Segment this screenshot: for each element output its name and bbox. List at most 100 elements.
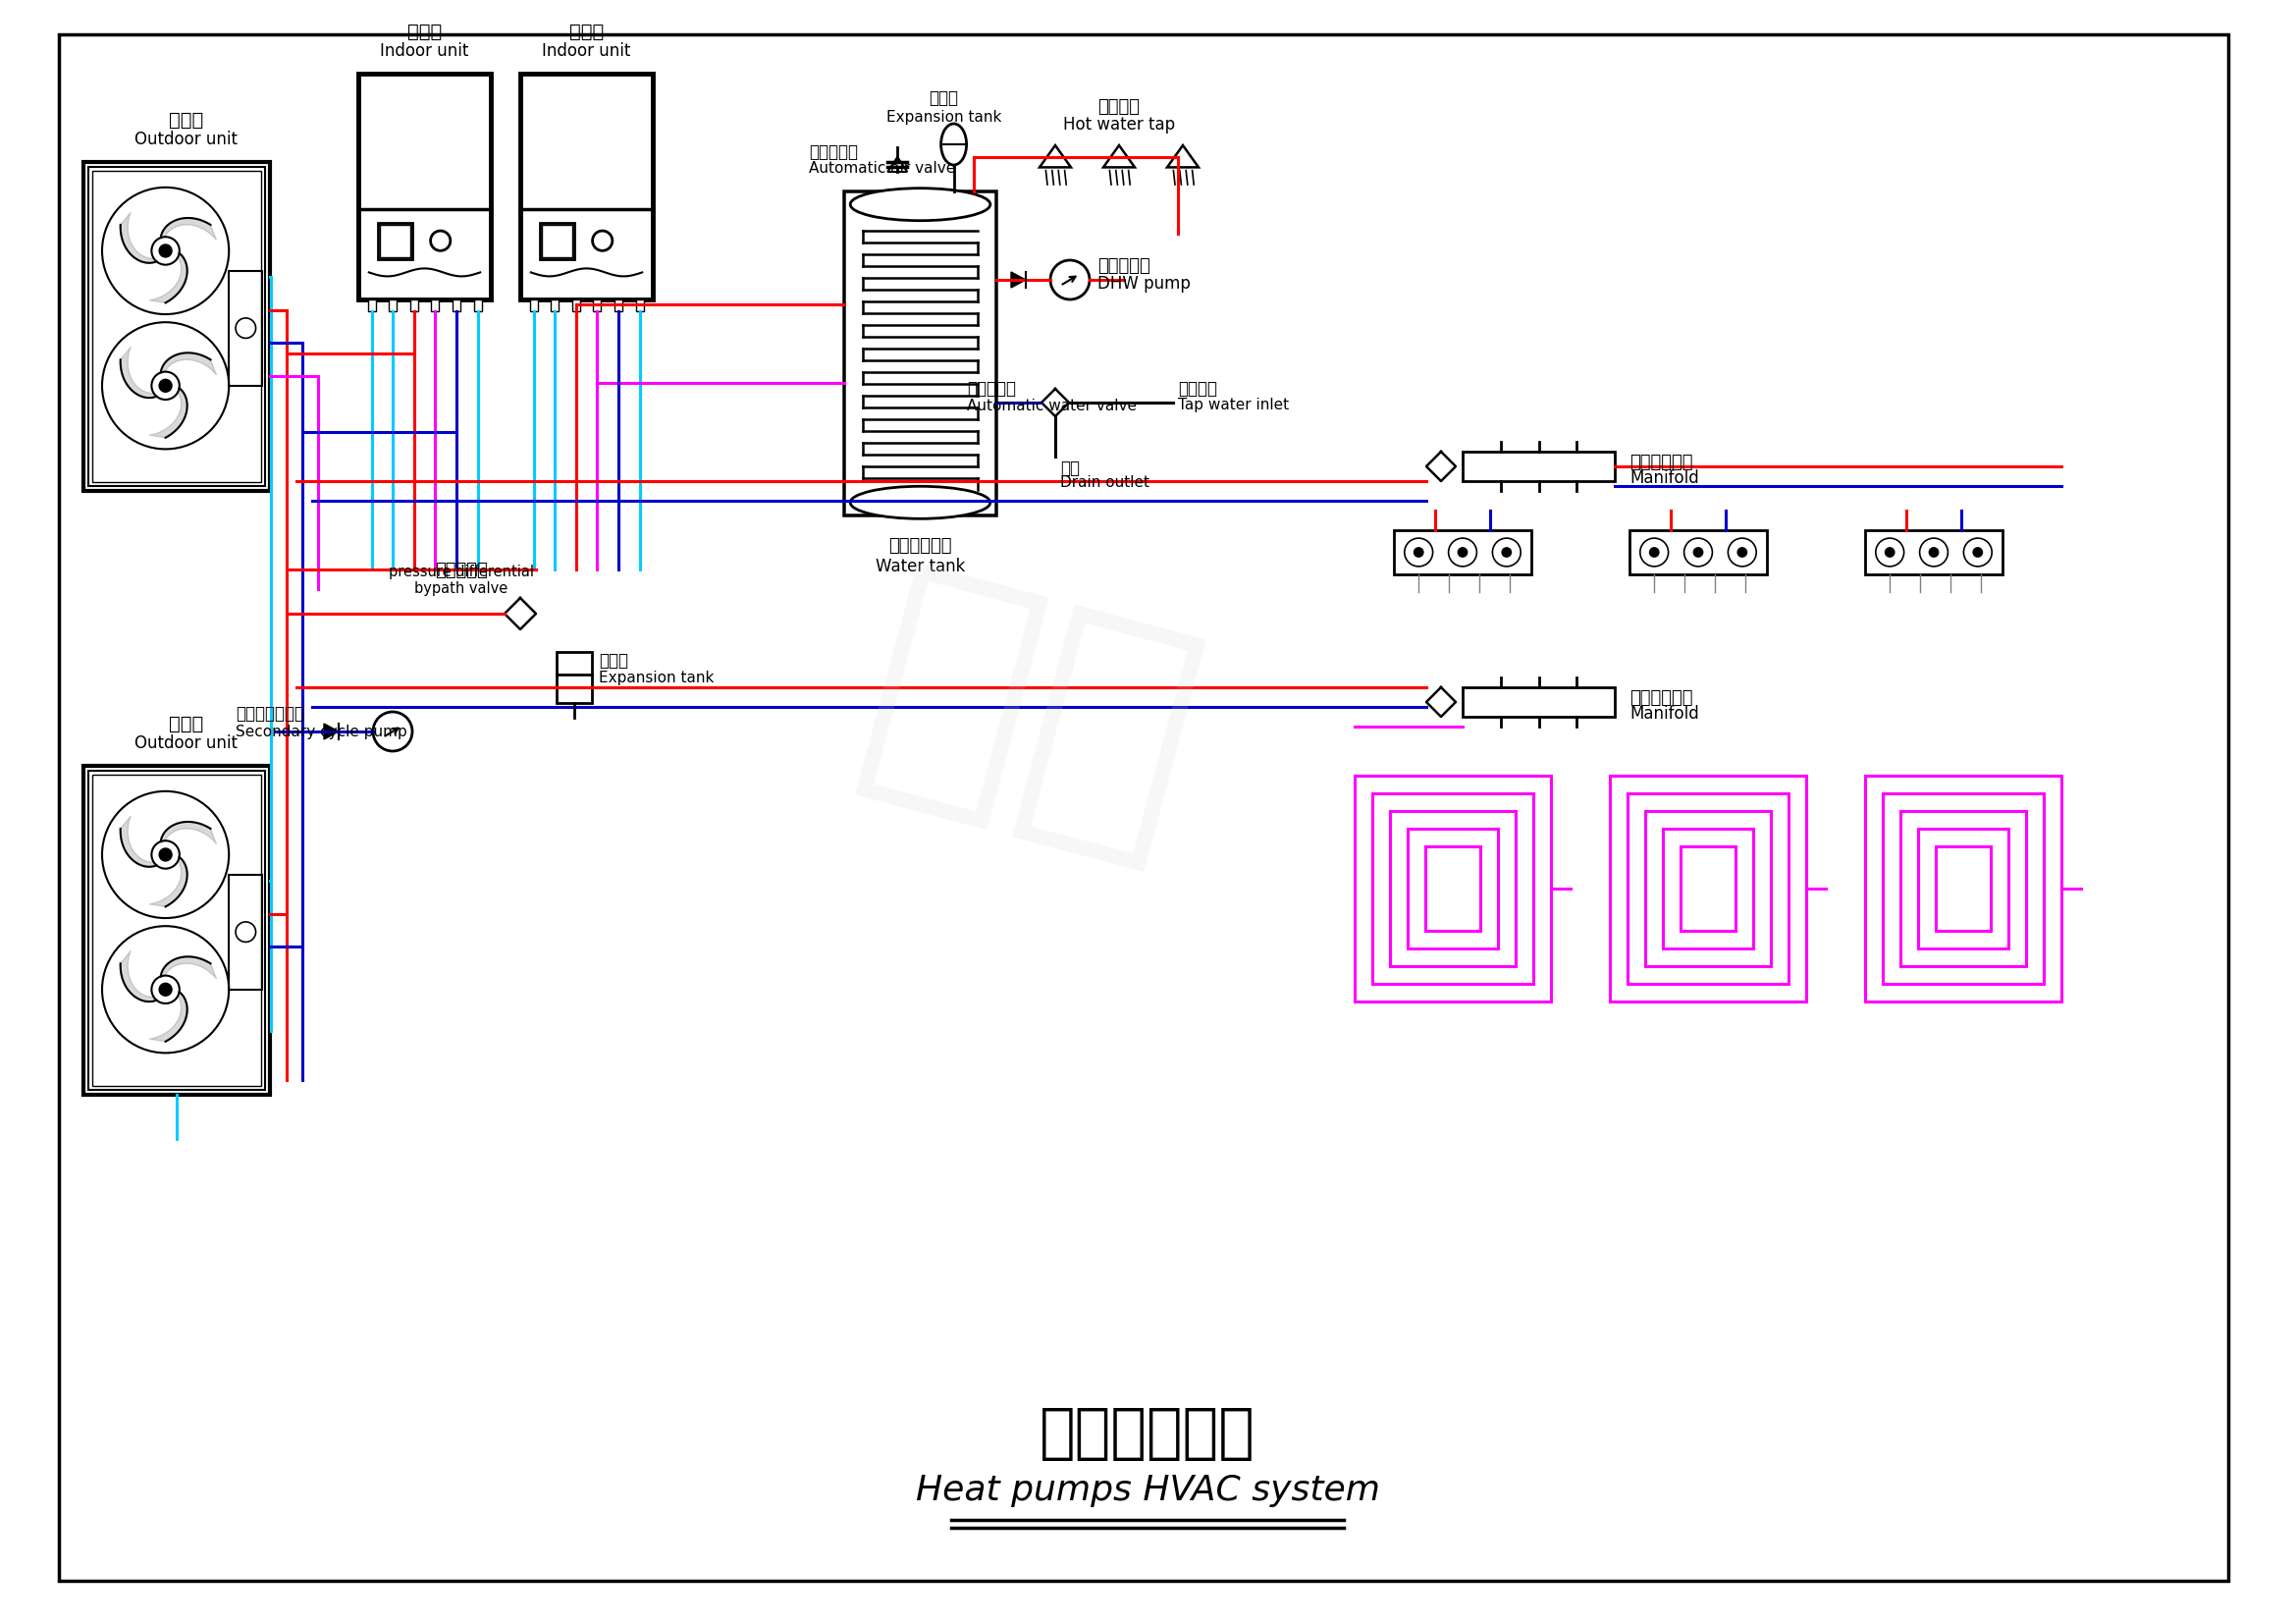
Bar xyxy=(1389,812,1515,966)
Bar xyxy=(1662,829,1754,948)
Text: 自来水进: 自来水进 xyxy=(1178,380,1217,398)
Bar xyxy=(572,300,581,312)
Bar xyxy=(1630,531,1768,575)
Circle shape xyxy=(158,984,172,997)
Text: 地暖集分水器: 地暖集分水器 xyxy=(1630,690,1692,708)
Text: 排水: 排水 xyxy=(1061,459,1079,477)
Text: 自动换气阀: 自动换气阀 xyxy=(808,143,859,161)
Text: Water tank: Water tank xyxy=(875,558,964,576)
Text: Indoor unit: Indoor unit xyxy=(542,42,631,60)
Text: 压差旁通鄀: 压差旁通鄀 xyxy=(434,562,487,579)
Circle shape xyxy=(158,849,172,860)
Polygon shape xyxy=(324,724,338,740)
Bar xyxy=(530,300,537,312)
Polygon shape xyxy=(161,352,216,375)
Bar xyxy=(1394,531,1531,575)
Bar xyxy=(636,300,643,312)
Text: Outdoor unit: Outdoor unit xyxy=(135,130,236,148)
Bar xyxy=(540,222,574,258)
Bar xyxy=(411,300,418,312)
Circle shape xyxy=(1972,547,1984,558)
Bar xyxy=(473,300,482,312)
Polygon shape xyxy=(119,347,156,398)
Polygon shape xyxy=(149,992,188,1042)
Text: Hot water tap: Hot water tap xyxy=(1063,115,1176,133)
Bar xyxy=(1463,451,1614,480)
Bar xyxy=(87,771,264,1091)
Text: 室外机: 室外机 xyxy=(168,110,204,130)
Bar xyxy=(83,766,271,1096)
Bar xyxy=(230,875,262,990)
Text: 室内机: 室内机 xyxy=(406,23,441,41)
Polygon shape xyxy=(119,213,156,263)
Polygon shape xyxy=(149,388,188,438)
Polygon shape xyxy=(119,816,156,867)
Text: 室内机: 室内机 xyxy=(569,23,604,41)
Bar xyxy=(1646,812,1770,966)
Text: 生活热水泵: 生活热水泵 xyxy=(1097,256,1150,274)
Circle shape xyxy=(1929,547,1940,558)
Bar xyxy=(83,162,271,490)
Text: Expansion tank: Expansion tank xyxy=(599,670,714,685)
Text: 源壹: 源壹 xyxy=(838,547,1224,888)
Bar xyxy=(615,300,622,312)
Bar xyxy=(1355,776,1552,1001)
Text: 生活热水水筱: 生活热水水筱 xyxy=(889,537,953,555)
Bar xyxy=(1463,687,1614,717)
Text: Heat pumps HVAC system: Heat pumps HVAC system xyxy=(916,1474,1380,1508)
Bar xyxy=(230,271,262,386)
Text: 双热泵系统图: 双热泵系统图 xyxy=(1040,1404,1256,1462)
Text: Automatic air valve: Automatic air valve xyxy=(808,161,955,175)
Text: 空调集分水器: 空调集分水器 xyxy=(1630,453,1692,471)
Text: Outdoor unit: Outdoor unit xyxy=(135,735,236,751)
Bar xyxy=(432,300,439,312)
Bar xyxy=(542,224,572,256)
Text: 热水龙头: 热水龙头 xyxy=(1097,97,1141,115)
Polygon shape xyxy=(149,857,188,907)
Bar xyxy=(1609,776,1807,1001)
Bar xyxy=(87,167,264,485)
Bar xyxy=(551,300,558,312)
Polygon shape xyxy=(161,956,216,979)
Circle shape xyxy=(158,380,172,393)
Bar xyxy=(1864,776,2062,1001)
Circle shape xyxy=(1692,547,1704,558)
Bar xyxy=(388,300,397,312)
FancyBboxPatch shape xyxy=(845,192,996,516)
Bar xyxy=(1426,846,1481,932)
Bar xyxy=(92,774,262,1086)
Circle shape xyxy=(1885,547,1894,558)
Bar xyxy=(556,652,592,703)
Text: Manifold: Manifold xyxy=(1630,469,1699,487)
Text: 膨胀罐: 膨胀罐 xyxy=(930,89,960,107)
Bar xyxy=(1883,794,2043,984)
Bar xyxy=(379,222,413,258)
Circle shape xyxy=(1414,547,1424,558)
Bar xyxy=(592,300,602,312)
Bar xyxy=(452,300,459,312)
Text: 自动补水鄀: 自动补水鄀 xyxy=(967,380,1015,398)
Bar xyxy=(1936,846,1991,932)
Bar xyxy=(1628,794,1789,984)
Bar xyxy=(1901,812,2025,966)
Polygon shape xyxy=(161,821,216,844)
Circle shape xyxy=(1502,547,1511,558)
Text: Tap water inlet: Tap water inlet xyxy=(1178,398,1288,412)
Polygon shape xyxy=(149,253,188,304)
Polygon shape xyxy=(119,951,156,1001)
Text: 空调系统二次泵: 空调系统二次泵 xyxy=(236,704,305,722)
Bar xyxy=(381,224,411,256)
Text: DHW pump: DHW pump xyxy=(1097,274,1192,292)
Ellipse shape xyxy=(941,123,967,166)
Ellipse shape xyxy=(850,188,990,221)
Polygon shape xyxy=(161,217,216,240)
Bar xyxy=(1917,829,2009,948)
Bar xyxy=(1373,794,1534,984)
Bar xyxy=(1864,531,2002,575)
Bar xyxy=(358,73,491,300)
Text: Drain outlet: Drain outlet xyxy=(1061,476,1150,490)
Bar xyxy=(92,170,262,482)
Ellipse shape xyxy=(850,487,990,519)
Text: Secondary cycle pump: Secondary cycle pump xyxy=(236,724,406,738)
Circle shape xyxy=(1736,547,1747,558)
